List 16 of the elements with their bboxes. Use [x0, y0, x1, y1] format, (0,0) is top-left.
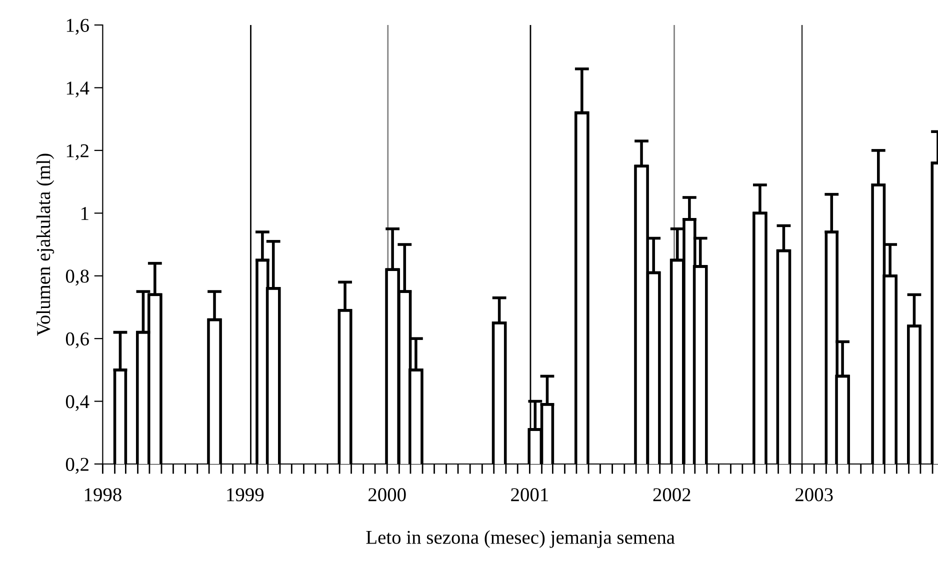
x-tick-label: 1999: [227, 488, 264, 502]
y-tick-label: 1,2: [66, 144, 88, 160]
y-tick-label: 0,4: [66, 395, 90, 412]
x-tick-label: 2003: [796, 488, 833, 502]
y-axis-title: Volumen ejakulata (ml): [36, 154, 54, 336]
x-tick-label: 1998: [84, 488, 122, 502]
y-tick-label: 0,8: [66, 270, 89, 286]
y-tick-label: 0,6: [66, 332, 89, 348]
x-tick-label: 2002: [653, 488, 690, 502]
y-tick-label: 1: [81, 207, 88, 220]
x-tick-label: 2000: [368, 488, 406, 502]
y-tick-label: 0,2: [66, 458, 88, 474]
y-tick-label: 1,6: [66, 18, 89, 35]
x-tick-label: 2001: [511, 488, 548, 502]
y-tick-label: 1,4: [66, 82, 90, 98]
x-axis-title: Leto in sezona (mesec) jemanja semena: [366, 530, 675, 548]
